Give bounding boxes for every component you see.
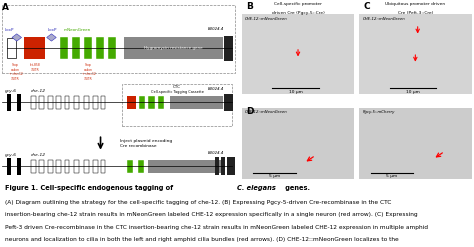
Bar <box>100 160 105 173</box>
Text: B0024.4: B0024.4 <box>208 86 224 91</box>
Text: 10 μm: 10 μm <box>289 90 302 94</box>
Text: CHE-12::mNeonGreen: CHE-12::mNeonGreen <box>245 17 288 21</box>
Text: Cell-specific Tagging Cassette: Cell-specific Tagging Cassette <box>151 90 203 94</box>
Text: mNeonGreen: mNeonGreen <box>64 28 91 32</box>
Text: Cre (Peft-3::Cre): Cre (Peft-3::Cre) <box>398 11 433 16</box>
Bar <box>48 96 53 109</box>
Bar <box>108 38 116 59</box>
Bar <box>227 157 231 175</box>
Text: C. elegans: C. elegans <box>237 185 276 191</box>
Text: D: D <box>246 106 254 116</box>
Bar <box>72 38 80 59</box>
Bar <box>84 96 89 109</box>
Bar <box>224 94 233 111</box>
Bar <box>231 157 235 175</box>
Bar <box>64 160 69 173</box>
Text: che-12: che-12 <box>31 153 46 157</box>
Text: gcy-6: gcy-6 <box>5 89 17 93</box>
Bar <box>48 160 53 173</box>
Polygon shape <box>12 34 21 41</box>
Text: Pgcy-5::mCherry: Pgcy-5::mCherry <box>363 110 395 114</box>
Bar <box>127 160 133 173</box>
Bar <box>215 157 219 175</box>
Bar <box>17 94 21 111</box>
Bar <box>74 96 79 109</box>
Text: Hygromycin resistance gene: Hygromycin resistance gene <box>144 46 203 50</box>
Bar <box>224 36 233 61</box>
Text: B: B <box>246 1 253 11</box>
Polygon shape <box>46 34 56 41</box>
Bar <box>84 160 89 173</box>
Text: Peft-3 driven Cre-recombinase in the CTC insertion-bearing che-12 strain results: Peft-3 driven Cre-recombinase in the CTC… <box>5 225 428 229</box>
Text: Stop
codon
+ che-12
3'UTR: Stop codon + che-12 3'UTR <box>9 63 22 81</box>
Bar <box>148 160 223 173</box>
Bar <box>148 96 155 109</box>
Bar <box>93 96 98 109</box>
Text: CTC: CTC <box>173 85 181 89</box>
Bar <box>64 96 69 109</box>
Bar <box>74 160 79 173</box>
Text: 5 μm: 5 μm <box>269 174 280 178</box>
Bar <box>170 96 223 109</box>
Text: Figure 1. Cell-specific endogenous tagging of: Figure 1. Cell-specific endogenous taggi… <box>5 185 175 191</box>
FancyBboxPatch shape <box>122 84 232 126</box>
Text: LoxP: LoxP <box>5 28 14 32</box>
Bar <box>359 14 472 94</box>
Bar <box>221 157 225 175</box>
Bar <box>7 94 11 111</box>
Text: LoxP: LoxP <box>48 28 57 32</box>
Bar <box>56 160 61 173</box>
Bar <box>7 38 16 59</box>
Text: A: A <box>2 3 9 12</box>
Text: 5 μm: 5 μm <box>386 174 397 178</box>
Bar <box>125 38 223 59</box>
Text: gcy-6: gcy-6 <box>5 153 17 157</box>
Text: B0024.4: B0024.4 <box>208 27 224 31</box>
Bar <box>93 160 98 173</box>
Bar <box>39 96 44 109</box>
Bar <box>56 96 61 109</box>
Text: (A) Diagram outlining the strategy for the cell-specific tagging of che-12. (B) : (A) Diagram outlining the strategy for t… <box>5 200 391 205</box>
Text: che-12: che-12 <box>31 89 46 93</box>
FancyBboxPatch shape <box>2 5 235 73</box>
Text: Cell-specific promoter: Cell-specific promoter <box>274 1 322 6</box>
Text: Inject plasmid encoding
Cre recombinase: Inject plasmid encoding Cre recombinase <box>119 139 172 148</box>
Text: Ubiquitous promoter driven: Ubiquitous promoter driven <box>385 1 446 6</box>
Bar <box>17 158 21 175</box>
Bar <box>39 160 44 173</box>
Bar <box>60 38 68 59</box>
Bar <box>31 160 36 173</box>
Text: B0024.4: B0024.4 <box>208 150 224 155</box>
Text: genes.: genes. <box>283 185 310 191</box>
Bar <box>31 96 36 109</box>
Text: let-858
3'UTR: let-858 3'UTR <box>29 63 40 72</box>
Text: C: C <box>364 1 370 11</box>
Text: driven Cre (Pgcy-5::Cre): driven Cre (Pgcy-5::Cre) <box>272 11 324 16</box>
Bar <box>100 96 105 109</box>
Bar <box>137 160 144 173</box>
Bar <box>7 158 11 175</box>
Text: CHE-12::mNeonGreen: CHE-12::mNeonGreen <box>245 110 288 114</box>
Bar <box>242 14 355 94</box>
Bar <box>158 96 164 109</box>
Text: CHE-12::mNeonGreen: CHE-12::mNeonGreen <box>363 17 405 21</box>
Bar <box>96 38 104 59</box>
Bar <box>139 96 146 109</box>
Bar <box>24 38 46 59</box>
Text: insertion-bearing che-12 strain results in mNeonGreen labeled CHE-12 expression : insertion-bearing che-12 strain results … <box>5 212 418 217</box>
Text: Stop
codon
+ che-12
3'UTR: Stop codon + che-12 3'UTR <box>82 63 95 81</box>
Text: neurons and localization to cilia in both the left and right amphid cilia bundle: neurons and localization to cilia in bot… <box>5 237 399 242</box>
Text: 10 μm: 10 μm <box>406 90 420 94</box>
Bar <box>127 96 137 109</box>
Bar <box>84 38 92 59</box>
